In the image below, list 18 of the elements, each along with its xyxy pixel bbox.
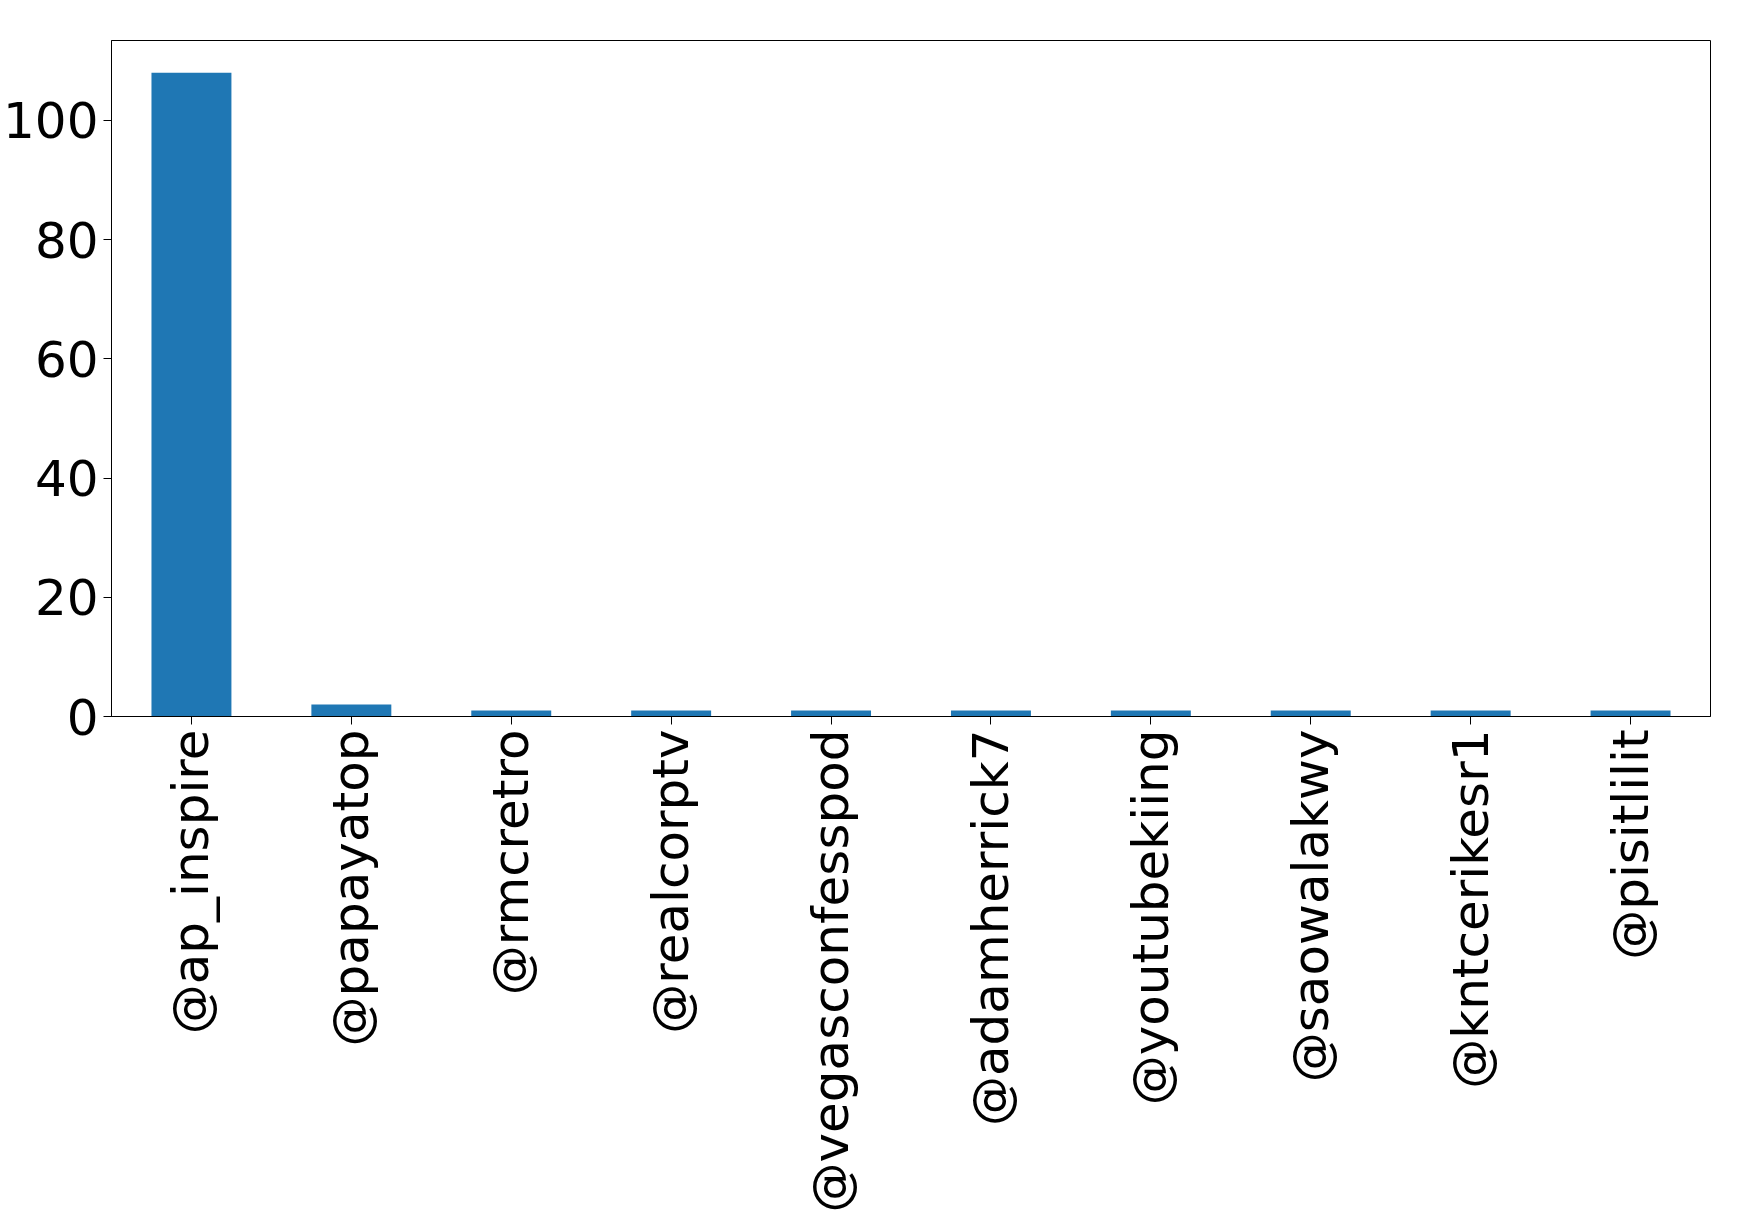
x-tick-label: @adamherrick7 xyxy=(961,729,1020,1127)
x-tick-label: @papayatop xyxy=(322,729,381,1047)
y-tick-label: 100 xyxy=(3,92,99,151)
y-tick-label: 80 xyxy=(34,211,99,270)
bar xyxy=(151,72,232,717)
bar xyxy=(311,704,392,717)
x-tick-label: @pisitlilit xyxy=(1601,729,1660,960)
y-tick-label: 60 xyxy=(34,330,99,389)
x-tick-label: @kntcerikesr1 xyxy=(1441,729,1500,1089)
y-tick-label: 40 xyxy=(34,450,99,509)
x-tick-label: @realcorptv xyxy=(642,729,701,1034)
y-tick-label: 20 xyxy=(34,569,99,628)
x-tick-label: @saowalakwy xyxy=(1281,729,1340,1083)
y-tick-label: 0 xyxy=(66,688,99,747)
x-tick-label: @rmcretro xyxy=(482,729,541,996)
x-tick-label: @vegasconfesspod xyxy=(802,729,861,1213)
x-tick-label: @ap_inspire xyxy=(162,729,221,1035)
x-tick-label: @youtubekiing xyxy=(1121,729,1180,1106)
